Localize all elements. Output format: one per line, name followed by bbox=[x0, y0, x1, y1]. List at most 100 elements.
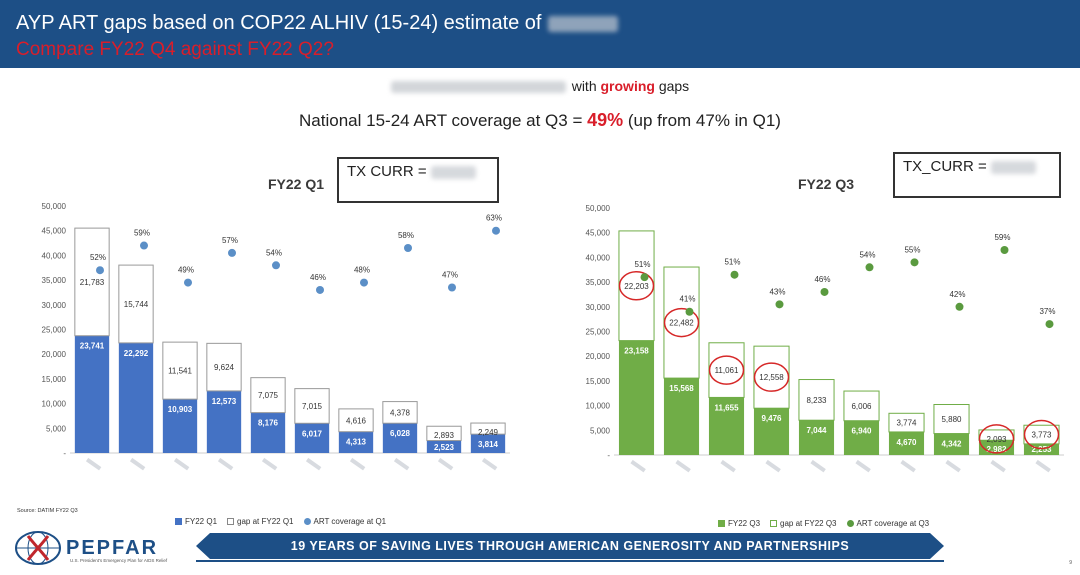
bar-art bbox=[888, 431, 925, 455]
highlight-circle bbox=[663, 307, 700, 338]
coverage-label: 59% bbox=[134, 229, 150, 238]
redacted-category-label bbox=[305, 457, 322, 471]
bar-art-label: 2,523 bbox=[434, 443, 455, 452]
bar-gap bbox=[118, 264, 154, 344]
bar-gap bbox=[663, 266, 700, 379]
globe-icon bbox=[15, 531, 61, 565]
bar-art bbox=[426, 440, 462, 453]
coverage-point bbox=[360, 278, 368, 287]
bar-gap-label: 7,015 bbox=[302, 402, 323, 411]
tx-curr-box-q3: TX_CURR = bbox=[893, 152, 1061, 198]
coverage-label: 48% bbox=[354, 266, 370, 275]
redacted-category-label bbox=[990, 459, 1006, 473]
legend-item: gap at FY22 Q1 bbox=[227, 517, 294, 526]
redacted-category-label bbox=[393, 457, 410, 471]
y-tick-label: 15,000 bbox=[586, 377, 611, 386]
bar-art bbox=[843, 420, 880, 455]
y-tick-label: 40,000 bbox=[586, 253, 611, 262]
banner-underline bbox=[196, 560, 944, 562]
bar-art-label: 23,741 bbox=[80, 342, 105, 351]
coverage-point bbox=[910, 258, 919, 267]
redacted-category-label bbox=[945, 459, 961, 473]
page-number: 9 bbox=[1069, 560, 1072, 566]
bar-gap-label: 8,233 bbox=[806, 396, 827, 405]
chart-title-q3: FY22 Q3 bbox=[798, 176, 855, 192]
bar-gap-label: 11,061 bbox=[715, 366, 739, 375]
highlight-circle bbox=[708, 355, 745, 385]
coverage-label: 41% bbox=[679, 295, 695, 304]
bar-art-label: 3,814 bbox=[478, 440, 499, 449]
coverage-label: 49% bbox=[178, 266, 194, 275]
y-tick-label: 25,000 bbox=[42, 326, 67, 335]
bar-art-label: 15,568 bbox=[669, 384, 694, 393]
bar-gap-label: 3,774 bbox=[896, 419, 917, 428]
coverage-point bbox=[272, 261, 280, 270]
bar-art bbox=[118, 342, 154, 453]
coverage-label: 37% bbox=[1039, 307, 1055, 316]
legend-q3: FY22 Q3 gap at FY22 Q3 ART coverage at Q… bbox=[718, 519, 929, 528]
coverage-label: 46% bbox=[814, 275, 830, 284]
redacted-category-label bbox=[129, 457, 146, 471]
bar-art bbox=[618, 340, 655, 455]
coverage-point bbox=[775, 300, 784, 309]
y-tick-label: 10,000 bbox=[586, 402, 611, 411]
bar-art bbox=[663, 378, 700, 455]
redacted-category-label bbox=[261, 457, 278, 471]
bar-gap bbox=[888, 412, 925, 433]
bar-gap-label: 15,744 bbox=[124, 300, 149, 309]
coverage-label: 63% bbox=[486, 214, 502, 223]
y-tick-label: 45,000 bbox=[586, 229, 611, 238]
bar-art bbox=[798, 420, 835, 455]
bar-gap bbox=[933, 404, 970, 435]
bar-art-label: 8,176 bbox=[258, 419, 279, 428]
coverage-label: 54% bbox=[859, 250, 875, 259]
redacted-value bbox=[990, 160, 1036, 174]
bar-gap bbox=[162, 341, 198, 400]
bar-gap bbox=[74, 227, 110, 337]
coverage-point bbox=[640, 273, 649, 282]
bar-gap-label: 2,093 bbox=[986, 435, 1007, 444]
bar-art-label: 10,903 bbox=[168, 405, 193, 414]
bar-art-label: 6,028 bbox=[390, 429, 411, 438]
bar-gap-label: 12,558 bbox=[759, 373, 784, 382]
bar-art bbox=[933, 433, 970, 455]
y-tick-label: 35,000 bbox=[42, 276, 67, 285]
redacted-category-label bbox=[810, 459, 826, 473]
bar-gap bbox=[426, 425, 462, 442]
bar-art-label: 2,982 bbox=[986, 445, 1007, 454]
coverage-label: 52% bbox=[90, 253, 106, 262]
redacted-category-label bbox=[173, 457, 190, 471]
bar-gap-label: 9,624 bbox=[214, 363, 235, 372]
bar-art-label: 6,940 bbox=[851, 427, 872, 436]
redacted-category-label bbox=[855, 459, 871, 473]
coverage-point bbox=[316, 285, 324, 294]
legend-item: gap at FY22 Q3 bbox=[770, 519, 837, 528]
y-tick-label: 40,000 bbox=[42, 251, 67, 260]
coverage-label: 59% bbox=[994, 233, 1010, 242]
bar-gap bbox=[206, 342, 242, 392]
legend-item: FY22 Q3 bbox=[718, 519, 760, 528]
bar-gap-label: 21,783 bbox=[80, 278, 105, 287]
coverage-label: 46% bbox=[310, 273, 326, 282]
bar-art bbox=[294, 423, 330, 453]
bar-art-label: 23,158 bbox=[624, 347, 649, 356]
y-tick-label: 30,000 bbox=[586, 303, 611, 312]
y-tick-label: 20,000 bbox=[42, 350, 67, 359]
redacted-category-label bbox=[720, 459, 736, 473]
coverage-label: 51% bbox=[634, 260, 650, 269]
redacted-category-label bbox=[349, 457, 366, 471]
legend-item: ART coverage at Q1 bbox=[303, 517, 386, 526]
slogan-banner: 19 YEARS OF SAVING LIVES THROUGH AMERICA… bbox=[196, 533, 944, 559]
coverage-label: 47% bbox=[442, 271, 458, 280]
y-tick-label: 35,000 bbox=[586, 278, 611, 287]
y-tick-label: 50,000 bbox=[586, 204, 611, 213]
coverage-point bbox=[228, 248, 236, 257]
bar-gap bbox=[798, 379, 835, 421]
redacted-category-label bbox=[481, 457, 498, 471]
bar-art bbox=[708, 397, 745, 455]
redacted-category-label bbox=[85, 457, 102, 471]
y-tick-label: 50,000 bbox=[42, 202, 67, 211]
bar-art-label: 4,670 bbox=[896, 438, 917, 447]
bar-gap-label: 7,075 bbox=[258, 391, 279, 400]
